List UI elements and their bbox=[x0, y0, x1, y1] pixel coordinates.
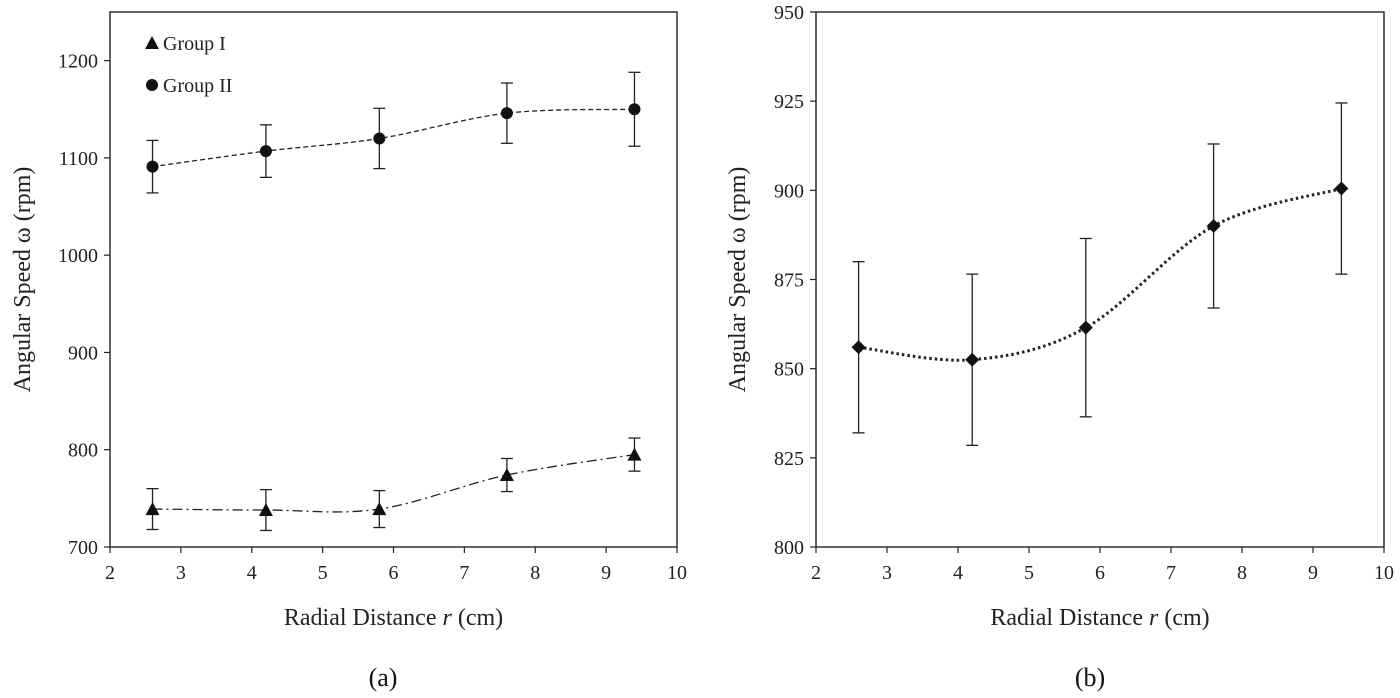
x-tick-label: 4 bbox=[953, 562, 963, 584]
data-point bbox=[627, 447, 642, 461]
series-group-i bbox=[145, 437, 642, 532]
data-point bbox=[259, 145, 272, 158]
x-tick-label: 8 bbox=[1237, 562, 1247, 584]
series-trend-line bbox=[152, 108, 635, 168]
x-axis-title-text: Radial Distance bbox=[284, 605, 443, 631]
y-axis-title: Angular Speed ω (rpm) bbox=[10, 167, 36, 393]
x-axis-title-unit: (cm) bbox=[452, 605, 503, 631]
x-tick-label: 2 bbox=[811, 562, 821, 584]
legend-label: Group I bbox=[163, 33, 226, 55]
legend-marker bbox=[145, 36, 159, 49]
x-tick-label: 3 bbox=[176, 562, 186, 584]
legend: Group I Group II bbox=[145, 33, 232, 97]
data-point bbox=[258, 503, 273, 517]
plot-frame bbox=[815, 11, 1385, 548]
y-tick-label: 700 bbox=[68, 537, 98, 559]
data-point bbox=[851, 340, 866, 355]
y-tick-label: 1100 bbox=[59, 148, 98, 170]
x-tick-label: 10 bbox=[1374, 562, 1394, 584]
x-tick-label: 9 bbox=[1308, 562, 1318, 584]
data-point bbox=[499, 468, 514, 482]
x-tick-label: 6 bbox=[389, 562, 399, 584]
x-axis-title-variable: r bbox=[442, 605, 452, 631]
x-tick-label: 3 bbox=[882, 562, 892, 584]
data-point bbox=[146, 160, 159, 173]
y-tick-label: 925 bbox=[774, 91, 804, 113]
y-tick-label: 800 bbox=[68, 440, 98, 462]
x-axis-title-text: Radial Distance bbox=[990, 605, 1149, 631]
x-tick-label: 4 bbox=[247, 562, 257, 584]
series-main bbox=[851, 102, 1349, 447]
data-point bbox=[1206, 219, 1221, 233]
legend-label: Group II bbox=[163, 75, 232, 97]
data-point bbox=[373, 132, 386, 145]
y-tick-label: 1000 bbox=[58, 245, 98, 267]
x-tick-label: 6 bbox=[1095, 562, 1105, 584]
data-point bbox=[965, 352, 980, 367]
y-tick-label: 850 bbox=[774, 359, 804, 381]
x-tick-label: 10 bbox=[667, 562, 687, 584]
data-point bbox=[372, 502, 387, 516]
y-tick-label: 1200 bbox=[58, 51, 98, 73]
x-tick-label: 9 bbox=[601, 562, 611, 584]
y-tick-label: 800 bbox=[774, 537, 804, 559]
y-tick-label: 875 bbox=[774, 270, 804, 292]
chart-panel-a: 2 3 4 5 6 7 8 9 10 700 800 900 1000 1100 1200 Radial Di… bbox=[10, 11, 687, 692]
y-tick-label: 900 bbox=[68, 342, 98, 364]
data-point bbox=[1078, 320, 1093, 335]
x-tick-label: 5 bbox=[1024, 562, 1034, 584]
x-axis-title: Radial Distance r (cm) bbox=[284, 605, 503, 631]
x-tick-label: 7 bbox=[459, 562, 469, 584]
series-trend-line bbox=[858, 187, 1342, 362]
x-tick-label: 7 bbox=[1166, 562, 1176, 584]
panel-label: (a) bbox=[369, 663, 398, 692]
x-axis-title-unit: (cm) bbox=[1158, 605, 1209, 631]
series-trend-line bbox=[152, 453, 635, 513]
y-axis-title: Angular Speed ω (rpm) bbox=[725, 167, 751, 393]
x-tick-label: 8 bbox=[530, 562, 540, 584]
panel-label: (b) bbox=[1075, 663, 1105, 692]
x-axis-title-variable: r bbox=[1149, 605, 1159, 631]
y-tick-label: 950 bbox=[774, 2, 804, 24]
y-tick-label: 900 bbox=[774, 180, 804, 202]
chart-panel-b: 2 3 4 5 6 7 8 9 10 800 825 850 875 900 925 950 Radial Di… bbox=[725, 2, 1394, 692]
data-point bbox=[1334, 181, 1349, 196]
data-point bbox=[500, 107, 513, 120]
x-tick-label: 5 bbox=[318, 562, 328, 584]
x-axis-title: Radial Distance r (cm) bbox=[990, 605, 1209, 631]
x-tick-label: 2 bbox=[105, 562, 115, 584]
data-point bbox=[145, 502, 160, 516]
legend-marker bbox=[146, 79, 158, 91]
data-point bbox=[628, 103, 641, 116]
y-tick-label: 825 bbox=[774, 448, 804, 470]
series-group-ii bbox=[146, 71, 641, 194]
